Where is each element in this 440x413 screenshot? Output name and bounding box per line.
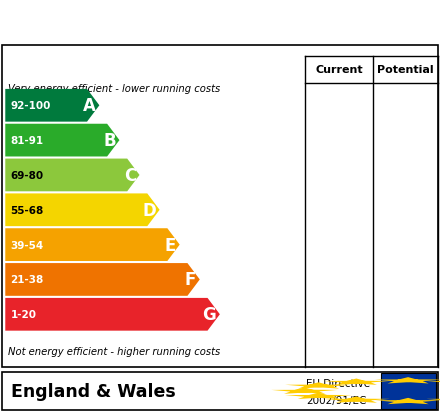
Polygon shape xyxy=(5,298,220,331)
Text: 69-80: 69-80 xyxy=(11,171,44,180)
Text: Energy Efficiency Rating: Energy Efficiency Rating xyxy=(11,12,307,32)
Text: 92-100: 92-100 xyxy=(11,101,51,111)
Polygon shape xyxy=(426,379,440,385)
Polygon shape xyxy=(5,194,160,227)
Polygon shape xyxy=(271,387,338,394)
Polygon shape xyxy=(323,396,390,403)
Text: D: D xyxy=(142,201,156,219)
Polygon shape xyxy=(323,379,390,385)
Text: C: C xyxy=(124,166,136,185)
Text: B: B xyxy=(103,132,116,150)
Text: 81-91: 81-91 xyxy=(11,136,44,146)
Polygon shape xyxy=(5,124,119,157)
Text: England & Wales: England & Wales xyxy=(11,382,176,400)
Polygon shape xyxy=(375,377,440,384)
Text: 1-20: 1-20 xyxy=(11,309,37,320)
Text: A: A xyxy=(83,97,96,115)
Text: 39-54: 39-54 xyxy=(11,240,44,250)
Polygon shape xyxy=(285,382,352,389)
Bar xyxy=(2,372,438,411)
Text: 21-38: 21-38 xyxy=(11,275,44,285)
Text: F: F xyxy=(185,271,196,289)
Polygon shape xyxy=(285,393,352,399)
Polygon shape xyxy=(5,90,99,122)
Text: Current: Current xyxy=(315,65,363,75)
Polygon shape xyxy=(5,263,200,296)
Text: 55-68: 55-68 xyxy=(11,205,44,215)
Text: G: G xyxy=(202,306,216,323)
Polygon shape xyxy=(375,398,440,404)
Text: Potential: Potential xyxy=(377,65,433,75)
Text: EU Directive: EU Directive xyxy=(306,378,370,388)
Text: 2002/91/EC: 2002/91/EC xyxy=(306,395,366,405)
Polygon shape xyxy=(5,159,139,192)
Text: Not energy efficient - higher running costs: Not energy efficient - higher running co… xyxy=(8,346,220,356)
Text: E: E xyxy=(165,236,176,254)
Polygon shape xyxy=(5,229,180,261)
Bar xyxy=(381,373,436,409)
Text: Very energy efficient - lower running costs: Very energy efficient - lower running co… xyxy=(8,84,220,94)
Polygon shape xyxy=(426,396,440,403)
